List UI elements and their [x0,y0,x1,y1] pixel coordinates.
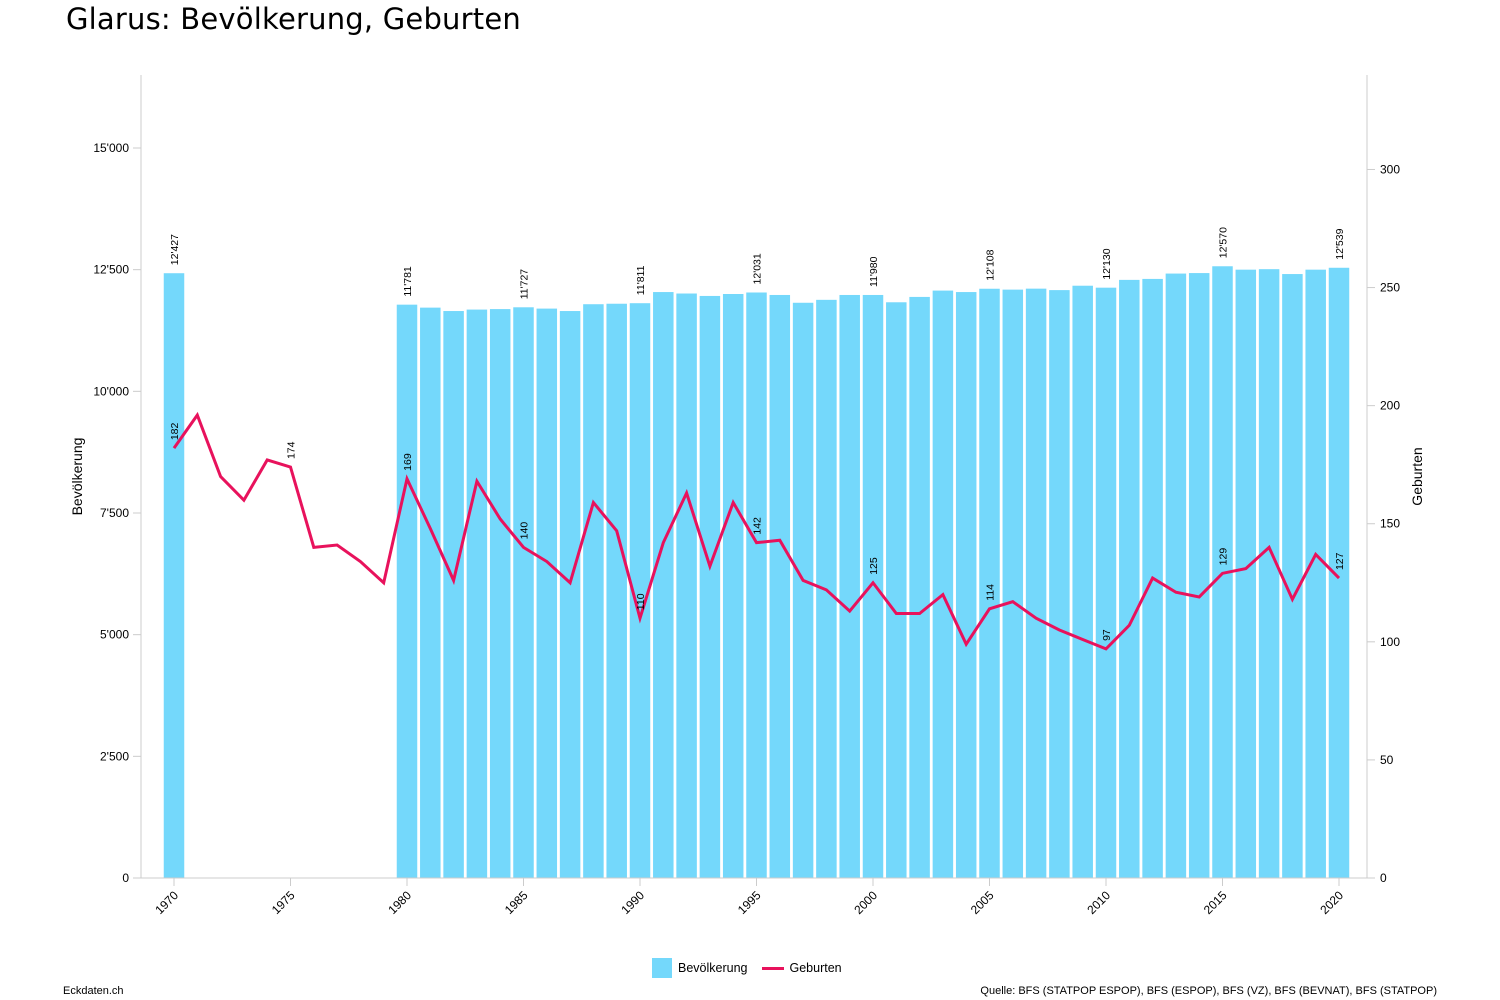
line-label-2020: 127 [1334,552,1346,570]
bar-label-1995: 12'031 [752,253,764,284]
bar-1990 [629,303,651,878]
bar-1995 [746,292,767,878]
footer-site: Eckdaten.ch [63,985,124,997]
right-tick-label: 50 [1380,753,1394,767]
bar-label-2015: 12'570 [1218,227,1230,258]
x-tick-label: 2015 [1201,888,1230,917]
data-labels: 12'427 11'781 11'727 11'811 12'031 11'980 12'1… [169,227,1346,641]
bar-2018 [1282,274,1303,879]
left-tick-label: 2'500 [100,749,129,763]
bar-1981 [420,307,441,878]
bar-2003 [932,290,954,878]
bar-2009 [1072,285,1093,878]
line-label-2015: 129 [1218,548,1230,566]
bar-2013 [1165,273,1187,878]
bar-2014 [1188,273,1210,878]
bar-1986 [536,308,558,879]
bar-1982 [443,311,464,878]
chart-title: Glarus: Bevölkerung, Geburten [66,2,521,36]
bar-1980 [396,304,418,879]
bar-1970 [163,273,185,878]
bar-2010 [1095,287,1117,878]
bar-label-1990: 11'811 [635,265,647,295]
bar-1987 [559,311,581,878]
bar-2006 [1002,289,1024,878]
bar-1984 [489,309,511,878]
bar-2001 [886,302,907,879]
legend-swatch-bevoelkerung [652,958,672,978]
line-label-2000: 125 [868,557,880,575]
bar-2019 [1305,269,1326,879]
x-tick-label: 1990 [618,888,647,917]
bar-1997 [792,302,814,878]
footer-source: Quelle: BFS (STATPOP ESPOP), BFS (ESPOP)… [980,985,1437,997]
bar-2017 [1258,269,1280,878]
bar-label-1980: 11'781 [402,266,414,297]
legend: Bevölkerung Geburten [652,958,842,978]
right-tick-label: 250 [1380,281,1400,295]
left-tick-label: 15'000 [93,141,129,155]
right-tick-label: 150 [1380,517,1400,531]
left-axis-title: Bevölkerung [69,438,85,516]
right-axis-title: Geburten [1409,447,1425,505]
left-tick-label: 7'500 [100,506,129,520]
bar-2008 [1049,290,1070,878]
line-label-2010: 97 [1101,629,1113,641]
left-tick-label: 10'000 [93,384,129,398]
line-label-1995: 142 [752,517,764,535]
bar-2011 [1119,279,1140,878]
bar-2016 [1235,269,1257,879]
bar-1989 [606,303,627,878]
line-label-1985: 140 [519,522,531,540]
bar-2002 [909,296,930,878]
bar-2005 [979,288,1000,878]
bar-1985 [513,307,534,878]
bar-label-1970: 12'427 [169,234,181,265]
x-tick-label: 2000 [851,888,880,917]
bar-2020 [1328,267,1350,878]
x-tick-label: 1980 [385,888,414,917]
bar-label-2005: 12'108 [985,249,997,280]
bar-label-2020: 12'539 [1334,228,1346,259]
line-label-1990: 110 [635,593,647,610]
right-tick-label: 300 [1380,162,1400,176]
bar-label-2010: 12'130 [1101,248,1113,279]
bar-1991 [653,292,674,878]
bar-1988 [583,304,604,879]
x-tick-label: 1985 [502,888,531,917]
bar-2000 [862,294,884,878]
left-tick-label: 0 [122,871,129,885]
line-label-1970: 182 [169,422,181,440]
bar-1983 [466,309,488,878]
left-tick-label: 5'000 [100,628,129,642]
bar-2007 [1025,288,1047,878]
line-series-geburten [172,411,1341,651]
legend-swatch-geburten [761,966,784,970]
bar-1999 [839,294,860,878]
right-tick-label: 100 [1380,635,1400,649]
bar-1992 [676,293,697,879]
bar-label-1985: 11'727 [519,269,531,300]
line-label-1980: 169 [402,453,414,471]
x-tick-label: 2020 [1317,888,1346,917]
legend-label-bevoelkerung: Bevölkerung [678,961,748,975]
line-label-2005: 114 [985,584,997,601]
bar-series-bevoelkerung [163,266,1350,879]
left-tick-label: 12'500 [93,263,129,277]
line-label-1975: 174 [286,441,298,459]
x-tick-label: 2010 [1084,888,1113,917]
bar-label-2000: 11'980 [868,256,880,287]
bar-1994 [722,294,744,878]
x-tick-label: 1995 [735,888,764,917]
bar-1996 [769,294,791,878]
right-tick-label: 0 [1380,871,1387,885]
x-tick-label: 1975 [269,888,298,917]
right-tick-label: 200 [1380,399,1400,413]
x-tick-label: 1970 [152,888,181,917]
bar-2004 [955,292,977,878]
x-tick-label: 2005 [968,888,997,917]
legend-label-geburten: Geburten [789,961,842,975]
bar-1993 [699,295,721,878]
